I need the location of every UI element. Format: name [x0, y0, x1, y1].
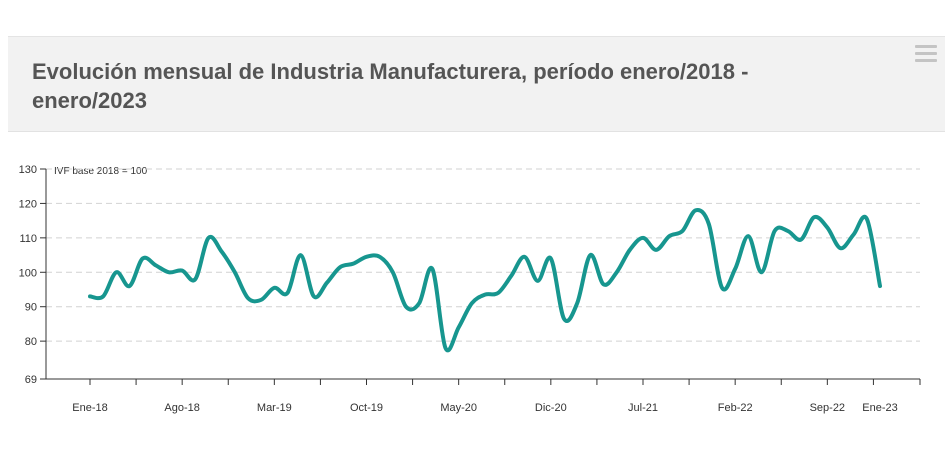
grid-lines	[46, 168, 920, 342]
y-tick-label: 69	[25, 374, 37, 386]
x-tick-label: Oct-19	[350, 402, 383, 414]
x-tick-label: Jul-21	[628, 402, 658, 414]
y-tick-label: 100	[19, 267, 37, 279]
chart-header: Evolución mensual de Industria Manufactu…	[8, 36, 945, 132]
y-tick-label: 110	[19, 233, 37, 245]
x-tick-label: Sep-22	[810, 402, 845, 414]
y-tick-label: 80	[25, 336, 37, 348]
menu-line	[915, 52, 937, 55]
axes	[40, 168, 921, 385]
x-tick-label: Feb-22	[718, 402, 753, 414]
menu-line	[915, 59, 937, 62]
data-points	[87, 207, 883, 351]
chart-title: Evolución mensual de Industria Manufactu…	[32, 59, 749, 113]
y-axis-unit-label: IVF base 2018 = 100	[54, 166, 148, 177]
y-tick-label: 120	[19, 198, 37, 210]
y-tick-label: 130	[19, 164, 37, 176]
x-tick-label: Ago-18	[164, 402, 199, 414]
x-tick-label: Ene-23	[862, 402, 897, 414]
x-tick-label: Dic-20	[535, 402, 567, 414]
series-line	[88, 208, 882, 353]
hamburger-menu-icon[interactable]	[915, 45, 937, 63]
tick-labels: 69 80 90 100 110 120 130 Ene-18 Ago-18 Mar-19 Oct-…	[19, 164, 898, 414]
x-tick-label: May-20	[440, 402, 477, 414]
x-tick-label: Ene-18	[72, 402, 107, 414]
y-tick-label: 90	[25, 302, 37, 314]
x-tick-label: Mar-19	[257, 402, 292, 414]
menu-line	[915, 45, 937, 48]
